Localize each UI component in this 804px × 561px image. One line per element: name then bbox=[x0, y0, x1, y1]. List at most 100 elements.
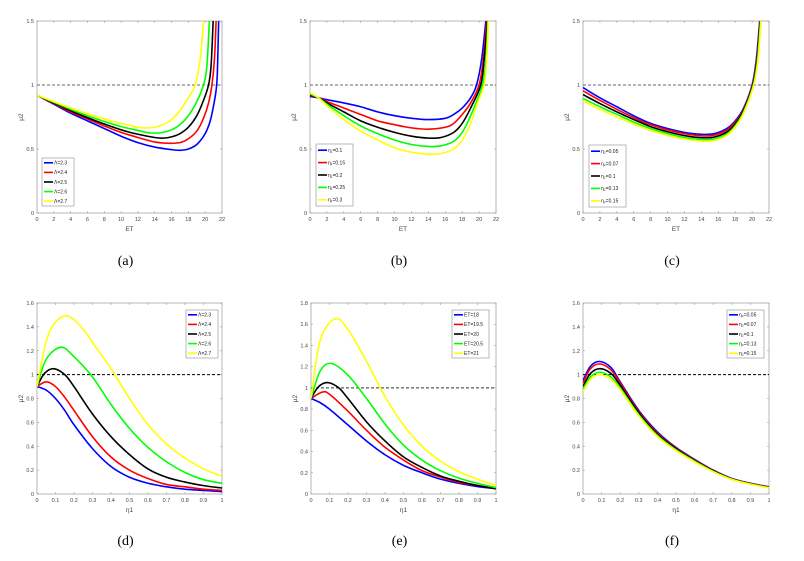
x-tick-label: 0.8 bbox=[455, 498, 463, 504]
series-line bbox=[310, 21, 489, 148]
x-tick-label: 0 bbox=[309, 498, 312, 504]
x-tick-label: 0.5 bbox=[672, 498, 680, 504]
panel-caption: (d) bbox=[117, 534, 134, 549]
x-axis-label: η1 bbox=[126, 507, 134, 514]
legend-label: ET=21 bbox=[464, 351, 479, 357]
legend-label: η₁=0.1 bbox=[328, 148, 343, 154]
x-tick-label: 10 bbox=[118, 217, 124, 223]
y-axis-label: μ2 bbox=[564, 394, 571, 402]
series-line bbox=[37, 380, 222, 492]
x-tick-label: 1 bbox=[220, 498, 223, 504]
x-tick-label: 0.9 bbox=[474, 498, 482, 504]
legend: ET=18 ET=19.5 ET=20 ET=20.5 ET=21 bbox=[451, 309, 490, 359]
x-tick-label: 1 bbox=[767, 498, 770, 504]
legend-label: ET=20 bbox=[464, 332, 479, 338]
y-tick-label: 1.2 bbox=[300, 365, 308, 371]
y-tick-label: 0.4 bbox=[300, 450, 308, 456]
series-line bbox=[311, 362, 496, 489]
y-tick-label: 1.5 bbox=[572, 19, 580, 25]
y-tick-label: 0 bbox=[304, 211, 307, 217]
y-axis-label: μ2 bbox=[18, 113, 25, 121]
series-line bbox=[311, 390, 496, 490]
x-tick-label: 12 bbox=[681, 217, 687, 223]
x-tick-label: 20 bbox=[749, 217, 755, 223]
series-group bbox=[310, 21, 490, 156]
chart-panel-d: 0 0.1 0.2 0.3 0.4 0.5 0.6 0.7 0.8 0.9 1 0 0.2 0.4 0.6 0… bbox=[18, 301, 224, 549]
x-tick-label: 12 bbox=[408, 217, 414, 223]
y-tick-label: 0.8 bbox=[300, 407, 308, 413]
x-tick-label: 14 bbox=[698, 217, 704, 223]
series-group bbox=[583, 360, 769, 489]
x-tick-label: 14 bbox=[425, 217, 431, 223]
legend-label: Λ=2.4 bbox=[198, 322, 211, 328]
series-line bbox=[311, 381, 496, 490]
y-tick-label: 0.5 bbox=[572, 147, 580, 153]
y-tick-label: 1 bbox=[31, 83, 34, 89]
chart-panel-e: 0 0.1 0.2 0.3 0.4 0.5 0.6 0.7 0.8 0.9 1 0 0.2 0.4 0.6 0… bbox=[292, 301, 498, 549]
y-tick-label: 1.4 bbox=[26, 325, 34, 331]
legend: Λ=2.3 Λ=2.4 Λ=2.5 Λ=2.6 Λ=2.7 bbox=[41, 157, 75, 207]
panel-caption: (e) bbox=[392, 534, 408, 549]
x-tick-label: 10 bbox=[664, 217, 670, 223]
x-tick-label: 0 bbox=[581, 217, 584, 223]
legend-label: η₁=0.3 bbox=[328, 198, 343, 204]
series-group bbox=[311, 317, 496, 490]
legend-label: Λ=2.5 bbox=[54, 180, 67, 186]
x-tick-label: 16 bbox=[442, 217, 448, 223]
x-tick-label: 8 bbox=[376, 217, 379, 223]
x-tick-label: 0.6 bbox=[418, 498, 426, 504]
legend-label: Λ=2.5 bbox=[198, 332, 211, 338]
x-tick-label: 0.7 bbox=[709, 498, 717, 504]
chart-panel-a: 0 2 4 6 8 10 12 14 16 18 20 2200.511.5ETμ2Λ=2.3Λ=2.… bbox=[18, 19, 225, 269]
x-tick-label: 0.3 bbox=[363, 498, 371, 504]
x-tick-label: 0.1 bbox=[52, 498, 60, 504]
x-tick-label: 0.2 bbox=[616, 498, 624, 504]
x-tick-label: 16 bbox=[715, 217, 721, 223]
x-tick-label: 0.8 bbox=[728, 498, 736, 504]
legend-label: ET=20.5 bbox=[464, 341, 483, 347]
x-tick-label: 0.9 bbox=[200, 498, 208, 504]
series-line bbox=[310, 21, 488, 130]
series-line bbox=[37, 21, 205, 129]
series-line bbox=[310, 21, 489, 140]
x-tick-label: 18 bbox=[732, 217, 738, 223]
series-group bbox=[37, 21, 220, 152]
x-axis-label: η1 bbox=[672, 507, 680, 514]
series-line bbox=[37, 21, 217, 145]
y-tick-label: 1.2 bbox=[26, 349, 34, 355]
x-tick-label: 18 bbox=[459, 217, 465, 223]
x-tick-label: 10 bbox=[391, 217, 397, 223]
series-line bbox=[583, 373, 769, 489]
x-tick-label: 22 bbox=[766, 217, 772, 223]
x-tick-label: 14 bbox=[152, 217, 158, 223]
y-tick-label: 1 bbox=[304, 83, 307, 89]
y-tick-label: 1 bbox=[577, 373, 580, 379]
y-tick-label: 1.8 bbox=[300, 301, 308, 307]
x-tick-label: 0.5 bbox=[126, 498, 134, 504]
x-tick-label: 0.3 bbox=[635, 498, 643, 504]
legend-label: η₂=0.15 bbox=[601, 199, 619, 205]
legend-label: Λ=2.7 bbox=[54, 199, 67, 205]
x-tick-label: 20 bbox=[476, 217, 482, 223]
x-tick-label: 4 bbox=[69, 217, 72, 223]
y-tick-label: 1.5 bbox=[299, 19, 307, 25]
series-line bbox=[37, 21, 211, 134]
panel-caption: (b) bbox=[391, 254, 408, 269]
x-tick-label: 2 bbox=[598, 217, 601, 223]
y-axis-label: μ2 bbox=[291, 113, 298, 121]
x-axis-label: η1 bbox=[400, 507, 408, 514]
x-tick-label: 0.2 bbox=[70, 498, 78, 504]
legend-label: Λ=2.4 bbox=[54, 170, 67, 176]
legend-label: η₁=0.25 bbox=[328, 185, 345, 191]
y-tick-label: 0.2 bbox=[572, 468, 580, 474]
legend-label: Λ=2.3 bbox=[54, 161, 67, 167]
panel-caption: (c) bbox=[664, 254, 680, 269]
series-line bbox=[37, 367, 222, 489]
legend-label: η₂=0.07 bbox=[739, 322, 757, 328]
legend: η₂=0.05 η₂=0.07 η₂=0.1 η₂=0.13 η₂=0.15 bbox=[726, 309, 765, 359]
x-tick-label: 6 bbox=[86, 217, 89, 223]
x-tick-label: 6 bbox=[632, 217, 635, 223]
legend-label: Λ=2.3 bbox=[198, 313, 211, 319]
series-line bbox=[310, 21, 490, 156]
